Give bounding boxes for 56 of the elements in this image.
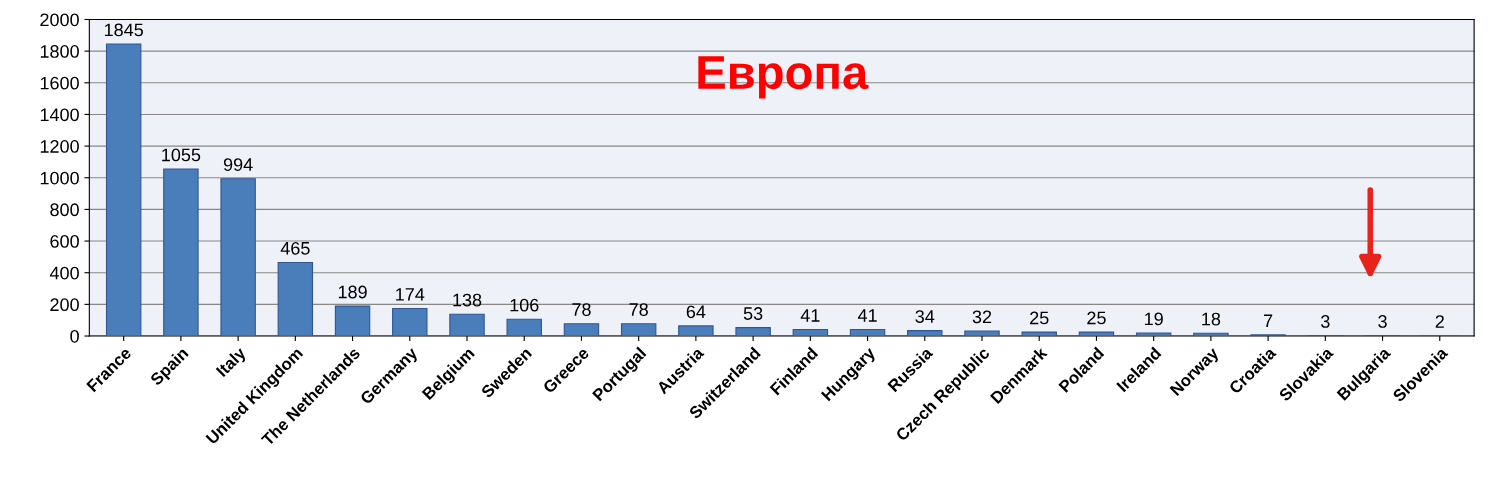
data-label: 1845 [104,23,143,37]
bar [620,323,657,337]
data-label: 25 [1030,311,1049,325]
data-label: 2 [1435,315,1444,328]
data-label: 1055 [162,148,201,162]
data-label: 78 [629,303,648,316]
data-label: 41 [800,309,820,322]
y-tick-label: 1800 [40,45,79,58]
bar [1135,332,1172,337]
y-tick-label: 1200 [40,140,79,153]
y-tick-label: 600 [50,235,79,248]
y-tick-label: 1600 [40,76,79,90]
data-label: 106 [510,298,539,312]
bar [105,43,142,337]
data-label: 174 [396,288,425,301]
bar [792,328,829,337]
data-label: 18 [1202,312,1221,326]
y-tick-label: 800 [50,203,79,217]
data-label: 465 [280,241,310,255]
data-label: 32 [972,310,992,324]
bar [563,323,600,337]
bar [1078,331,1115,337]
data-label: 78 [572,303,591,316]
text: Европа [698,56,869,99]
data-label: 25 [1087,311,1106,325]
y-tick-label: 1400 [40,108,79,122]
data-label: 41 [857,309,877,322]
y-tick-label: 400 [49,266,79,280]
data-label: 3 [1321,315,1330,328]
bar [735,327,771,337]
bar [506,318,542,337]
data-label: 53 [743,307,763,320]
data-label: 34 [915,310,935,323]
data-label: 189 [338,285,367,299]
y-tick-label: 0 [70,329,79,343]
bar [449,313,485,337]
y-tick-label: 1000 [40,171,79,185]
bar [1193,332,1229,337]
bar [907,330,943,337]
bar [849,328,886,337]
data-label: 19 [1145,312,1163,326]
data-label: 7 [1264,314,1273,328]
bar [277,261,314,337]
y-tick-label: 2000 [40,13,79,27]
bar [678,325,714,337]
bar [392,307,428,337]
data-label: 64 [686,305,706,319]
y-tick-label: 200 [50,298,79,312]
data-label: 994 [223,158,253,171]
bar [220,178,256,337]
bar [964,330,1000,337]
bar [334,305,371,337]
data-label: 3 [1378,315,1387,328]
bar [163,168,199,337]
bar [1021,331,1057,337]
data-label: 138 [453,293,482,307]
